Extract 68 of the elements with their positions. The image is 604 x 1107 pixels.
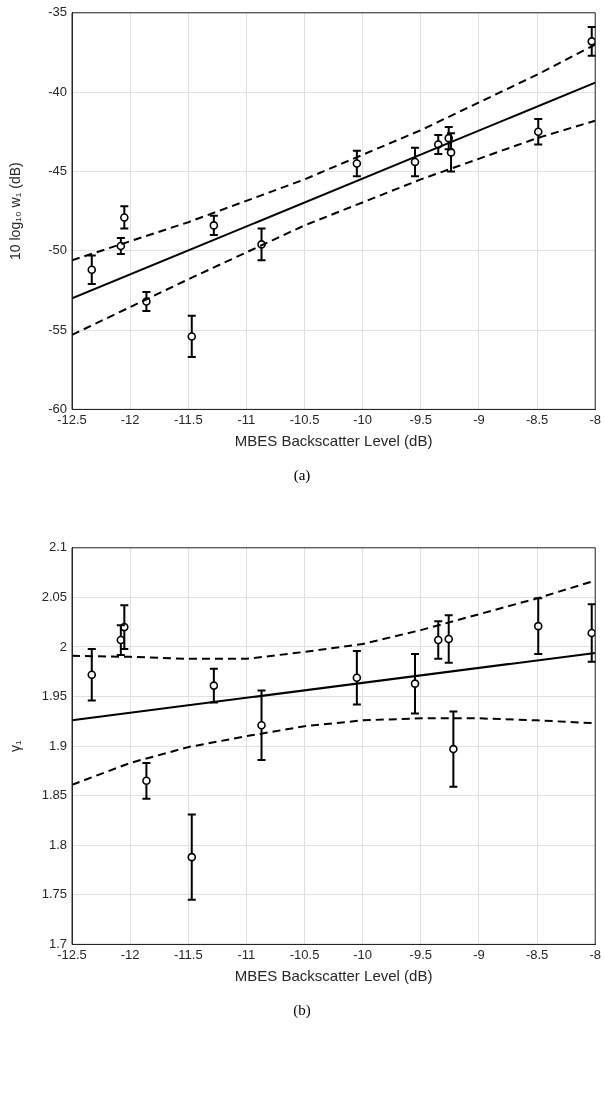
point [433,140,443,149]
y-tick-label: -60 [48,400,67,416]
point [120,213,129,222]
point [410,679,420,688]
point [116,241,126,251]
point [257,240,266,249]
point [352,159,362,168]
line-series [72,119,596,336]
point [533,127,543,137]
y-tick-label: 1.85 [41,787,67,803]
y-tick-label: -35 [48,4,67,20]
x-tick-label: -8.5 [525,946,549,962]
point [433,635,443,645]
x-tick-label: -10 [353,946,373,962]
y-tick-label: 2.05 [41,588,67,604]
point [446,148,456,157]
point [449,744,458,754]
y-axis-title: 10 log₁₀ w₁ (dB) [7,162,24,260]
y-tick-label: 1.9 [48,737,67,753]
y-tick-label: 1.95 [41,688,67,704]
y-tick-label: 2 [59,638,67,654]
y-tick-label: -45 [48,163,67,179]
text: (b) [292,1001,312,1020]
point [410,157,420,167]
y-tick-label: -40 [48,83,67,99]
x-tick-label: -8 [589,411,601,427]
x-tick-label: -8.5 [525,411,549,427]
y-tick-label: -50 [48,242,67,258]
point [187,332,197,341]
point [187,852,197,862]
x-axis-title: MBES Backscatter Level (dB) [234,432,433,450]
point [587,37,596,46]
y-tick-label: 1.75 [41,886,67,902]
x-tick-label: -10.5 [289,946,320,962]
point [209,221,219,230]
x-axis-title: MBES Backscatter Level (dB) [234,967,433,985]
x-tick-label: -11 [237,411,256,427]
text: (a) [292,466,312,485]
x-tick-label: -10 [353,411,373,427]
point [444,133,454,143]
point [87,670,97,680]
x-tick-label: -9.5 [409,946,433,962]
x-tick-label: -9 [473,946,485,962]
y-tick-label: -55 [48,321,67,337]
point [352,673,362,682]
x-tick-label: -12 [120,411,140,427]
point [444,634,454,644]
point [209,681,219,690]
point [257,720,266,730]
x-tick-label: -11.5 [173,411,203,427]
point [142,297,151,306]
x-tick-label: -10.5 [289,411,320,427]
point [120,622,129,632]
y-tick-label: 2.1 [48,539,67,555]
y-tick-label: 1.7 [48,935,67,951]
x-tick-label: -11 [237,946,256,962]
point [116,635,126,645]
y-tick-label: 1.8 [48,836,67,852]
y-axis-title: γ₁ [7,739,24,752]
x-tick-label: -8 [589,946,601,962]
x-tick-label: -11.5 [173,946,203,962]
x-tick-label: -9.5 [409,411,433,427]
point [142,776,151,786]
point [87,265,97,275]
point [533,621,543,631]
x-tick-label: -12 [120,946,140,962]
x-tick-label: -9 [473,411,485,427]
point [587,628,596,638]
